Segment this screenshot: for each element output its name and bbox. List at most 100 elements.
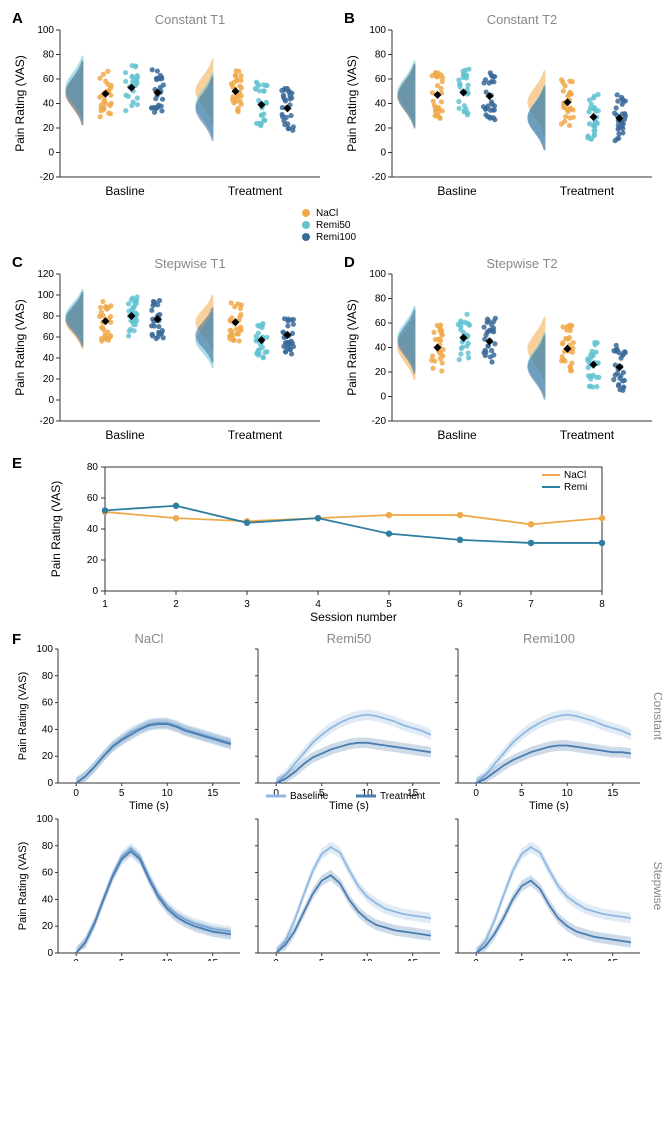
raincloud-a: -20020406080100Pain Rating (VAS)Constant… [10, 10, 330, 205]
svg-text:2: 2 [173, 599, 179, 610]
row-cd: C -20020406080100120Pain Rating (VAS)Ste… [10, 254, 662, 449]
raincloud-c: -20020406080100120Pain Rating (VAS)Stepw… [10, 254, 330, 449]
svg-text:Basline: Basline [437, 184, 477, 198]
svg-text:0: 0 [48, 148, 54, 159]
svg-text:Stepwise: Stepwise [651, 862, 662, 911]
svg-text:Pain Rating (VAS): Pain Rating (VAS) [17, 672, 29, 760]
panel-a: A -20020406080100Pain Rating (VAS)Consta… [10, 10, 330, 205]
svg-text:15: 15 [207, 958, 219, 961]
panel-label-d: D [344, 254, 355, 271]
svg-text:15: 15 [207, 788, 219, 799]
svg-text:Treatment: Treatment [560, 428, 615, 442]
panel-label-b: B [344, 10, 355, 27]
panel-d: D -20020406080100Pain Rating (VAS)Stepwi… [342, 254, 662, 449]
panel-f: F 020406080100051015Pain Rating (VAS)Tim… [10, 631, 662, 961]
panel-label-c: C [12, 254, 23, 271]
svg-text:Treatment: Treatment [228, 184, 283, 198]
raincloud-b: -20020406080100Pain Rating (VAS)Constant… [342, 10, 662, 205]
raincloud-d: -20020406080100Pain Rating (VAS)Stepwise… [342, 254, 662, 449]
svg-text:100: 100 [37, 25, 54, 36]
svg-text:Constant T2: Constant T2 [487, 12, 558, 27]
svg-text:5: 5 [386, 599, 392, 610]
svg-text:80: 80 [42, 671, 54, 682]
svg-text:5: 5 [319, 958, 325, 961]
svg-text:10: 10 [362, 958, 374, 961]
svg-text:10: 10 [162, 788, 174, 799]
svg-text:0: 0 [92, 586, 98, 597]
svg-text:40: 40 [43, 99, 55, 110]
legend-abcd-svg: NaClRemi50Remi100 [236, 205, 436, 245]
svg-text:60: 60 [375, 318, 387, 329]
svg-text:0: 0 [380, 148, 386, 159]
svg-text:100: 100 [37, 290, 54, 301]
svg-text:Stepwise T1: Stepwise T1 [154, 256, 225, 271]
svg-text:40: 40 [43, 353, 55, 364]
legend-abcd: NaClRemi50Remi100 [10, 205, 662, 250]
svg-text:80: 80 [375, 294, 387, 305]
svg-text:NaCl: NaCl [564, 470, 586, 481]
svg-text:Pain Rating (VAS): Pain Rating (VAS) [13, 299, 27, 396]
svg-text:Treatment: Treatment [380, 791, 425, 802]
svg-text:20: 20 [375, 367, 387, 378]
svg-text:60: 60 [42, 868, 54, 879]
svg-text:Pain Rating (VAS): Pain Rating (VAS) [49, 481, 63, 578]
svg-text:20: 20 [87, 555, 99, 566]
panel-label-e: E [12, 455, 22, 472]
svg-text:80: 80 [43, 50, 55, 61]
svg-text:Pain Rating (VAS): Pain Rating (VAS) [345, 299, 359, 396]
svg-text:Pain Rating (VAS): Pain Rating (VAS) [345, 55, 359, 152]
svg-text:20: 20 [375, 123, 387, 134]
panel-e: E 02040608012345678Pain Rating (VAS)Sess… [10, 455, 662, 625]
svg-text:Pain Rating (VAS): Pain Rating (VAS) [17, 842, 29, 930]
svg-text:10: 10 [162, 958, 174, 961]
svg-text:5: 5 [519, 788, 525, 799]
svg-text:Treatment: Treatment [560, 184, 615, 198]
svg-text:5: 5 [519, 958, 525, 961]
svg-text:0: 0 [273, 958, 279, 961]
svg-text:Time (s): Time (s) [529, 800, 569, 812]
svg-text:NaCl: NaCl [316, 208, 338, 219]
svg-text:0: 0 [380, 392, 386, 403]
svg-text:Remi50: Remi50 [327, 631, 372, 646]
svg-text:20: 20 [42, 921, 54, 932]
svg-text:0: 0 [73, 788, 79, 799]
svg-text:Basline: Basline [105, 184, 145, 198]
svg-text:Remi50: Remi50 [316, 220, 351, 231]
svg-text:40: 40 [42, 724, 54, 735]
svg-text:100: 100 [369, 25, 386, 36]
svg-text:15: 15 [607, 788, 619, 799]
svg-text:8: 8 [599, 599, 605, 610]
svg-text:Remi100: Remi100 [316, 232, 356, 243]
panel-label-f: F [12, 631, 21, 648]
svg-text:-20: -20 [372, 416, 387, 427]
svg-text:60: 60 [42, 698, 54, 709]
svg-text:60: 60 [87, 493, 99, 504]
svg-text:6: 6 [457, 599, 463, 610]
svg-text:100: 100 [36, 814, 53, 825]
svg-text:NaCl: NaCl [135, 631, 164, 646]
figure-root: A -20020406080100Pain Rating (VAS)Consta… [10, 10, 662, 961]
svg-text:40: 40 [375, 343, 387, 354]
svg-text:Pain Rating (VAS): Pain Rating (VAS) [13, 55, 27, 152]
svg-text:60: 60 [43, 74, 55, 85]
svg-text:80: 80 [42, 841, 54, 852]
svg-text:Stepwise T2: Stepwise T2 [486, 256, 557, 271]
svg-text:15: 15 [407, 958, 419, 961]
svg-text:Constant T1: Constant T1 [155, 12, 226, 27]
svg-text:0: 0 [473, 788, 479, 799]
svg-text:Time (s): Time (s) [329, 800, 369, 812]
svg-text:20: 20 [43, 374, 55, 385]
svg-text:0: 0 [47, 948, 53, 959]
svg-text:0: 0 [473, 958, 479, 961]
panel-c: C -20020406080100120Pain Rating (VAS)Ste… [10, 254, 330, 449]
svg-text:Treatment: Treatment [228, 428, 283, 442]
svg-text:Remi: Remi [564, 482, 587, 493]
svg-text:Basline: Basline [105, 428, 145, 442]
svg-text:15: 15 [607, 958, 619, 961]
svg-text:-20: -20 [40, 416, 55, 427]
svg-text:Basline: Basline [437, 428, 477, 442]
svg-text:7: 7 [528, 599, 534, 610]
svg-text:0: 0 [47, 778, 53, 789]
row-ab: A -20020406080100Pain Rating (VAS)Consta… [10, 10, 662, 205]
svg-text:5: 5 [119, 788, 125, 799]
